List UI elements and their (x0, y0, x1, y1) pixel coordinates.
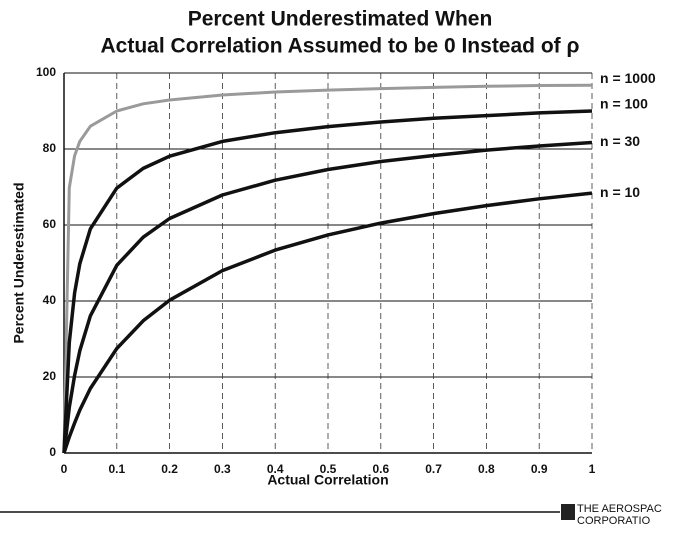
logo-text: CORPORATIO (577, 515, 651, 527)
x-tick-label: 0.8 (478, 462, 495, 476)
x-tick-label: 0.9 (531, 462, 548, 476)
series-line (62, 83, 593, 454)
chart-title: Actual Correlation Assumed to be 0 Inste… (101, 35, 580, 58)
y-tick-label: 80 (43, 141, 57, 155)
y-tick-label: 20 (43, 369, 57, 383)
series-label: n = 1000 (600, 70, 656, 86)
x-tick-label: 0.4 (267, 462, 284, 476)
logo-text: THE AEROSPAC (577, 503, 662, 515)
x-axis-label: Actual Correlation (267, 472, 388, 488)
x-tick-label: 0.3 (214, 462, 231, 476)
x-tick-label: 0.7 (425, 462, 442, 476)
logo-icon (561, 504, 575, 520)
x-tick-label: 0.1 (108, 462, 125, 476)
x-tick-label: 0.2 (161, 462, 178, 476)
x-tick-label: 0 (61, 462, 68, 476)
x-tick-label: 1 (589, 462, 596, 476)
y-tick-label: 100 (36, 65, 56, 79)
series-line (62, 191, 593, 454)
series-label: n = 100 (600, 96, 648, 112)
y-tick-label: 60 (43, 217, 57, 231)
y-tick-label: 40 (43, 293, 57, 307)
series-label: n = 30 (600, 133, 640, 149)
series-label: n = 10 (600, 184, 640, 200)
series-line (62, 109, 593, 454)
series-line (62, 140, 593, 454)
x-tick-label: 0.5 (320, 462, 337, 476)
chart-title: Percent Underestimated When (188, 8, 493, 31)
y-tick-label: 0 (49, 445, 56, 459)
x-tick-label: 0.6 (372, 462, 389, 476)
y-axis-label: Percent Underestimated (11, 182, 27, 343)
